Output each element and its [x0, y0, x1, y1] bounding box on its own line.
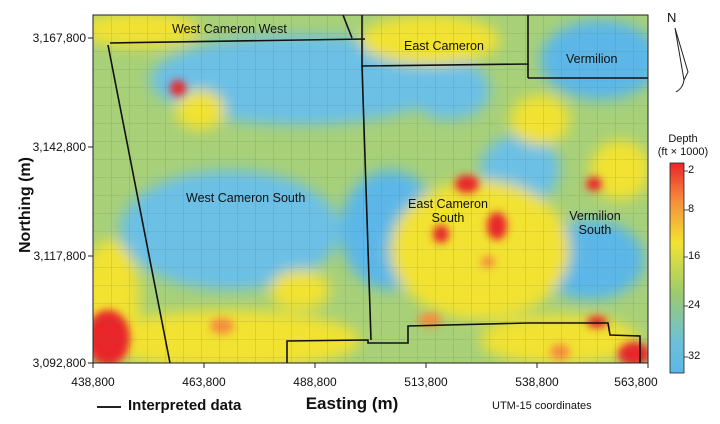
depth-colorbar [669, 162, 685, 374]
colorbar-tick: 24 [688, 299, 701, 311]
y-tick-label: 3,117,800 [33, 249, 87, 263]
region-label-line: South [431, 211, 465, 225]
interpreted-data-lines [107, 14, 648, 364]
colorbar-tick: 2 [688, 164, 695, 176]
colorbar-tick: 16 [688, 250, 701, 262]
region-label-line: South [578, 223, 612, 237]
region-label-east-cameron: East Cameron [404, 39, 484, 53]
projection-note: UTM-15 coordinates [492, 400, 592, 412]
region-label-east-cameron-south: East Cameron South [404, 197, 492, 225]
north-label: N [667, 10, 677, 25]
colorbar-title-line: Depth [668, 133, 698, 145]
region-label-west-cameron-west: West Cameron West [172, 22, 287, 36]
x-tick-label: 538,800 [515, 375, 559, 389]
x-tick-label: 513,800 [404, 375, 448, 389]
north-arrow-icon [674, 27, 689, 93]
region-label-west-cameron-south: West Cameron South [186, 191, 306, 205]
depth-surface [93, 15, 648, 363]
colorbar-title-line: (ft × 1000) [657, 146, 709, 158]
y-tick-label: 3,167,800 [32, 31, 86, 45]
x-tick-label: 438,800 [71, 375, 115, 389]
x-tick-label: 488,800 [293, 375, 337, 389]
region-label-line: Vermilion [569, 209, 621, 223]
x-axis-label: Easting (m) [305, 394, 399, 413]
axis-ticks [88, 37, 649, 368]
region-label-vermilion-south: Vermilion South [560, 209, 630, 237]
interpreted-data-legend-line [97, 406, 121, 408]
colorbar-title: Depth (ft × 1000) [652, 133, 714, 159]
x-tick-label: 563,800 [614, 375, 658, 389]
x-tick-label: 463,800 [182, 375, 226, 389]
colorbar-tick: 32 [688, 350, 701, 362]
y-tick-label: 3,092,800 [32, 356, 86, 370]
region-label-vermilion: Vermilion [566, 52, 618, 66]
colorbar-tick: 8 [688, 203, 695, 215]
interpreted-data-legend-label: Interpreted data [128, 397, 242, 414]
region-label-line: East Cameron [408, 197, 488, 211]
y-tick-label: 3,142,800 [32, 140, 86, 154]
